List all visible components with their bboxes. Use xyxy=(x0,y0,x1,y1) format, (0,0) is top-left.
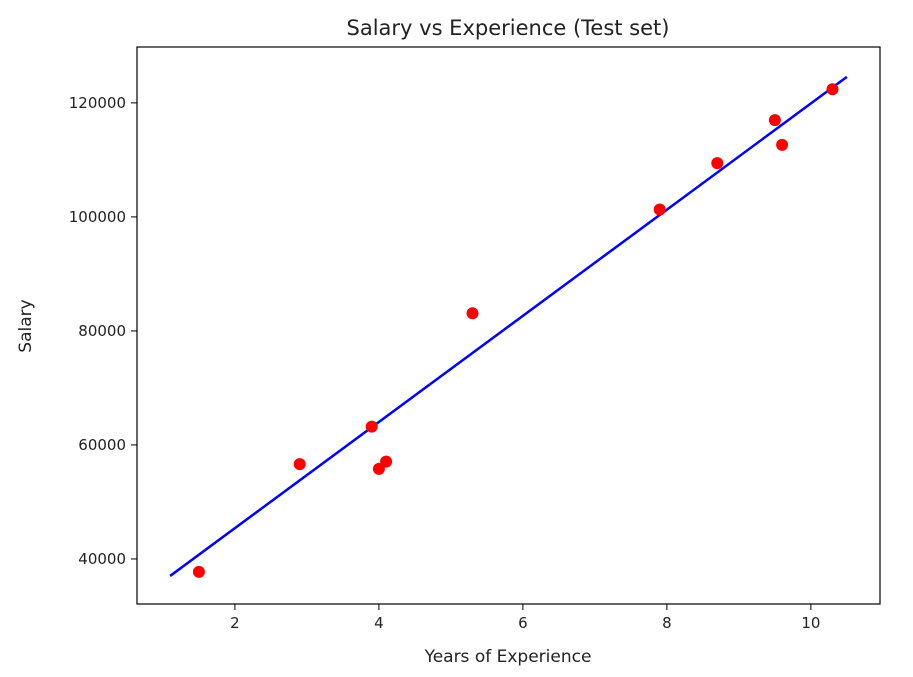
data-point xyxy=(372,462,385,475)
data-point xyxy=(826,83,839,96)
x-tick-label: 4 xyxy=(374,614,384,632)
y-tick-label: 80000 xyxy=(78,322,126,340)
chart-title: Salary vs Experience (Test set) xyxy=(347,16,670,40)
data-point xyxy=(192,565,205,578)
data-point xyxy=(466,307,479,320)
data-point xyxy=(365,420,378,433)
y-tick-label: 60000 xyxy=(78,436,126,454)
x-tick-label: 10 xyxy=(801,614,820,632)
data-point xyxy=(768,114,781,127)
regression-line xyxy=(169,75,848,577)
plot-frame xyxy=(136,46,881,605)
x-tick-label: 8 xyxy=(662,614,672,632)
data-point xyxy=(653,203,666,216)
x-tick-label: 6 xyxy=(518,614,528,632)
data-point xyxy=(293,458,306,471)
y-tick-label: 100000 xyxy=(69,208,126,226)
y-axis-label: Salary xyxy=(16,299,36,352)
data-point xyxy=(711,157,724,170)
x-tick-label: 2 xyxy=(230,614,240,632)
data-point xyxy=(776,138,789,151)
y-tick-label: 40000 xyxy=(78,550,126,568)
x-axis-label: Years of Experience xyxy=(424,647,592,667)
y-tick-label: 120000 xyxy=(69,94,126,112)
data-point xyxy=(380,455,393,468)
